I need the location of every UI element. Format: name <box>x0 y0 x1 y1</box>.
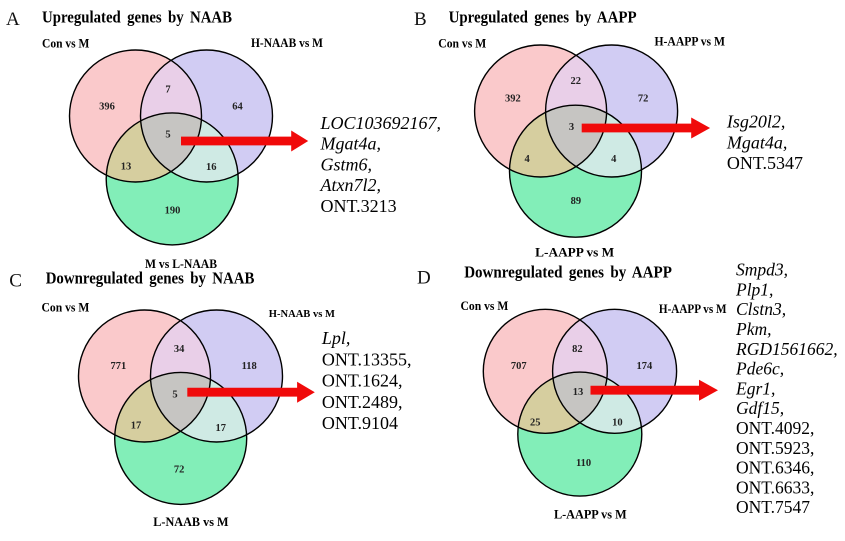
svg-text:ONT.5347: ONT.5347 <box>727 153 803 173</box>
svg-text:Gstm6,: Gstm6, <box>321 154 373 174</box>
svg-text:H-NAAB vs M: H-NAAB vs M <box>269 308 336 320</box>
svg-text:392: 392 <box>505 93 521 104</box>
svg-text:118: 118 <box>242 361 257 372</box>
svg-text:17: 17 <box>215 423 226 434</box>
svg-text:89: 89 <box>571 196 582 207</box>
svg-text:B: B <box>414 9 427 30</box>
svg-text:Pkm,: Pkm, <box>735 319 771 339</box>
svg-text:13: 13 <box>121 162 132 173</box>
svg-text:ONT.1624,: ONT.1624, <box>322 371 403 391</box>
svg-text:5: 5 <box>165 130 170 141</box>
svg-text:H-AAPP vs M: H-AAPP vs M <box>655 33 726 48</box>
svg-text:4: 4 <box>524 154 530 165</box>
svg-text:10: 10 <box>612 418 623 429</box>
svg-text:Upregulated genes by AAPP: Upregulated genes by AAPP <box>449 7 637 26</box>
svg-text:C: C <box>9 270 22 291</box>
svg-text:RGD1561662,: RGD1561662, <box>735 339 838 359</box>
svg-text:34: 34 <box>174 344 185 355</box>
svg-text:Clstn3,: Clstn3, <box>736 299 786 319</box>
svg-text:Smpd3,: Smpd3, <box>736 260 788 280</box>
svg-text:ONT.5923,: ONT.5923, <box>736 438 814 458</box>
svg-text:M vs L-NAAB: M vs L-NAAB <box>145 256 217 271</box>
svg-text:ONT.3213: ONT.3213 <box>321 196 397 216</box>
svg-text:22: 22 <box>570 76 581 87</box>
svg-text:ONT.9104: ONT.9104 <box>322 413 398 433</box>
svg-text:LOC103692167,: LOC103692167, <box>320 113 442 133</box>
svg-text:ONT.2489,: ONT.2489, <box>322 392 403 412</box>
svg-text:Upregulated genes by NAAB: Upregulated genes by NAAB <box>42 7 232 26</box>
svg-text:Plp1,: Plp1, <box>735 279 773 299</box>
svg-text:4: 4 <box>611 154 617 165</box>
svg-text:ONT.6346,: ONT.6346, <box>736 458 814 478</box>
svg-text:Mgat4a,: Mgat4a, <box>726 132 788 152</box>
svg-text:H-AAPP vs M: H-AAPP vs M <box>659 301 727 316</box>
svg-text:174: 174 <box>637 361 654 372</box>
svg-text:64: 64 <box>232 102 243 113</box>
svg-text:13: 13 <box>573 387 584 398</box>
svg-text:190: 190 <box>165 206 181 217</box>
svg-text:H-NAAB vs M: H-NAAB vs M <box>251 35 323 50</box>
svg-text:Gdf15,: Gdf15, <box>736 398 784 418</box>
svg-text:Con vs M: Con vs M <box>42 299 90 314</box>
svg-text:Mgat4a,: Mgat4a, <box>320 134 382 154</box>
svg-text:17: 17 <box>131 421 142 432</box>
svg-text:Atxn7l2,: Atxn7l2, <box>320 175 382 195</box>
svg-text:16: 16 <box>206 162 217 173</box>
svg-text:Con vs M: Con vs M <box>438 35 486 50</box>
svg-text:110: 110 <box>576 458 591 469</box>
svg-text:771: 771 <box>111 361 127 372</box>
svg-text:72: 72 <box>638 93 649 104</box>
svg-text:Isg20l2,: Isg20l2, <box>726 112 786 132</box>
svg-text:Con vs M: Con vs M <box>42 35 89 50</box>
svg-text:ONT.13355,: ONT.13355, <box>322 349 412 369</box>
svg-text:82: 82 <box>572 344 583 355</box>
svg-text:5: 5 <box>172 390 177 401</box>
svg-text:ONT.6633,: ONT.6633, <box>736 477 814 497</box>
svg-text:396: 396 <box>99 102 115 113</box>
svg-text:25: 25 <box>530 418 541 429</box>
svg-text:Downregulated genes by NAAB: Downregulated genes by NAAB <box>46 268 255 287</box>
svg-text:L-NAAB vs M: L-NAAB vs M <box>153 514 228 529</box>
svg-text:L-AAPP vs M: L-AAPP vs M <box>554 507 627 522</box>
svg-text:Downregulated genes by AAPP: Downregulated genes by AAPP <box>464 263 672 282</box>
svg-text:ONT.4092,: ONT.4092, <box>736 418 814 438</box>
svg-text:L-AAPP vs M: L-AAPP vs M <box>535 245 614 260</box>
svg-text:707: 707 <box>511 361 527 372</box>
svg-text:Pde6c,: Pde6c, <box>735 359 784 379</box>
svg-text:7: 7 <box>165 85 170 96</box>
svg-text:Egr1,: Egr1, <box>735 378 775 398</box>
svg-text:D: D <box>417 267 431 288</box>
svg-text:Con vs M: Con vs M <box>461 298 509 313</box>
svg-text:3: 3 <box>569 122 574 133</box>
svg-text:ONT.7547: ONT.7547 <box>736 497 810 517</box>
svg-text:A: A <box>6 9 20 30</box>
svg-text:72: 72 <box>174 464 185 475</box>
svg-text:Lpl,: Lpl, <box>321 328 351 348</box>
